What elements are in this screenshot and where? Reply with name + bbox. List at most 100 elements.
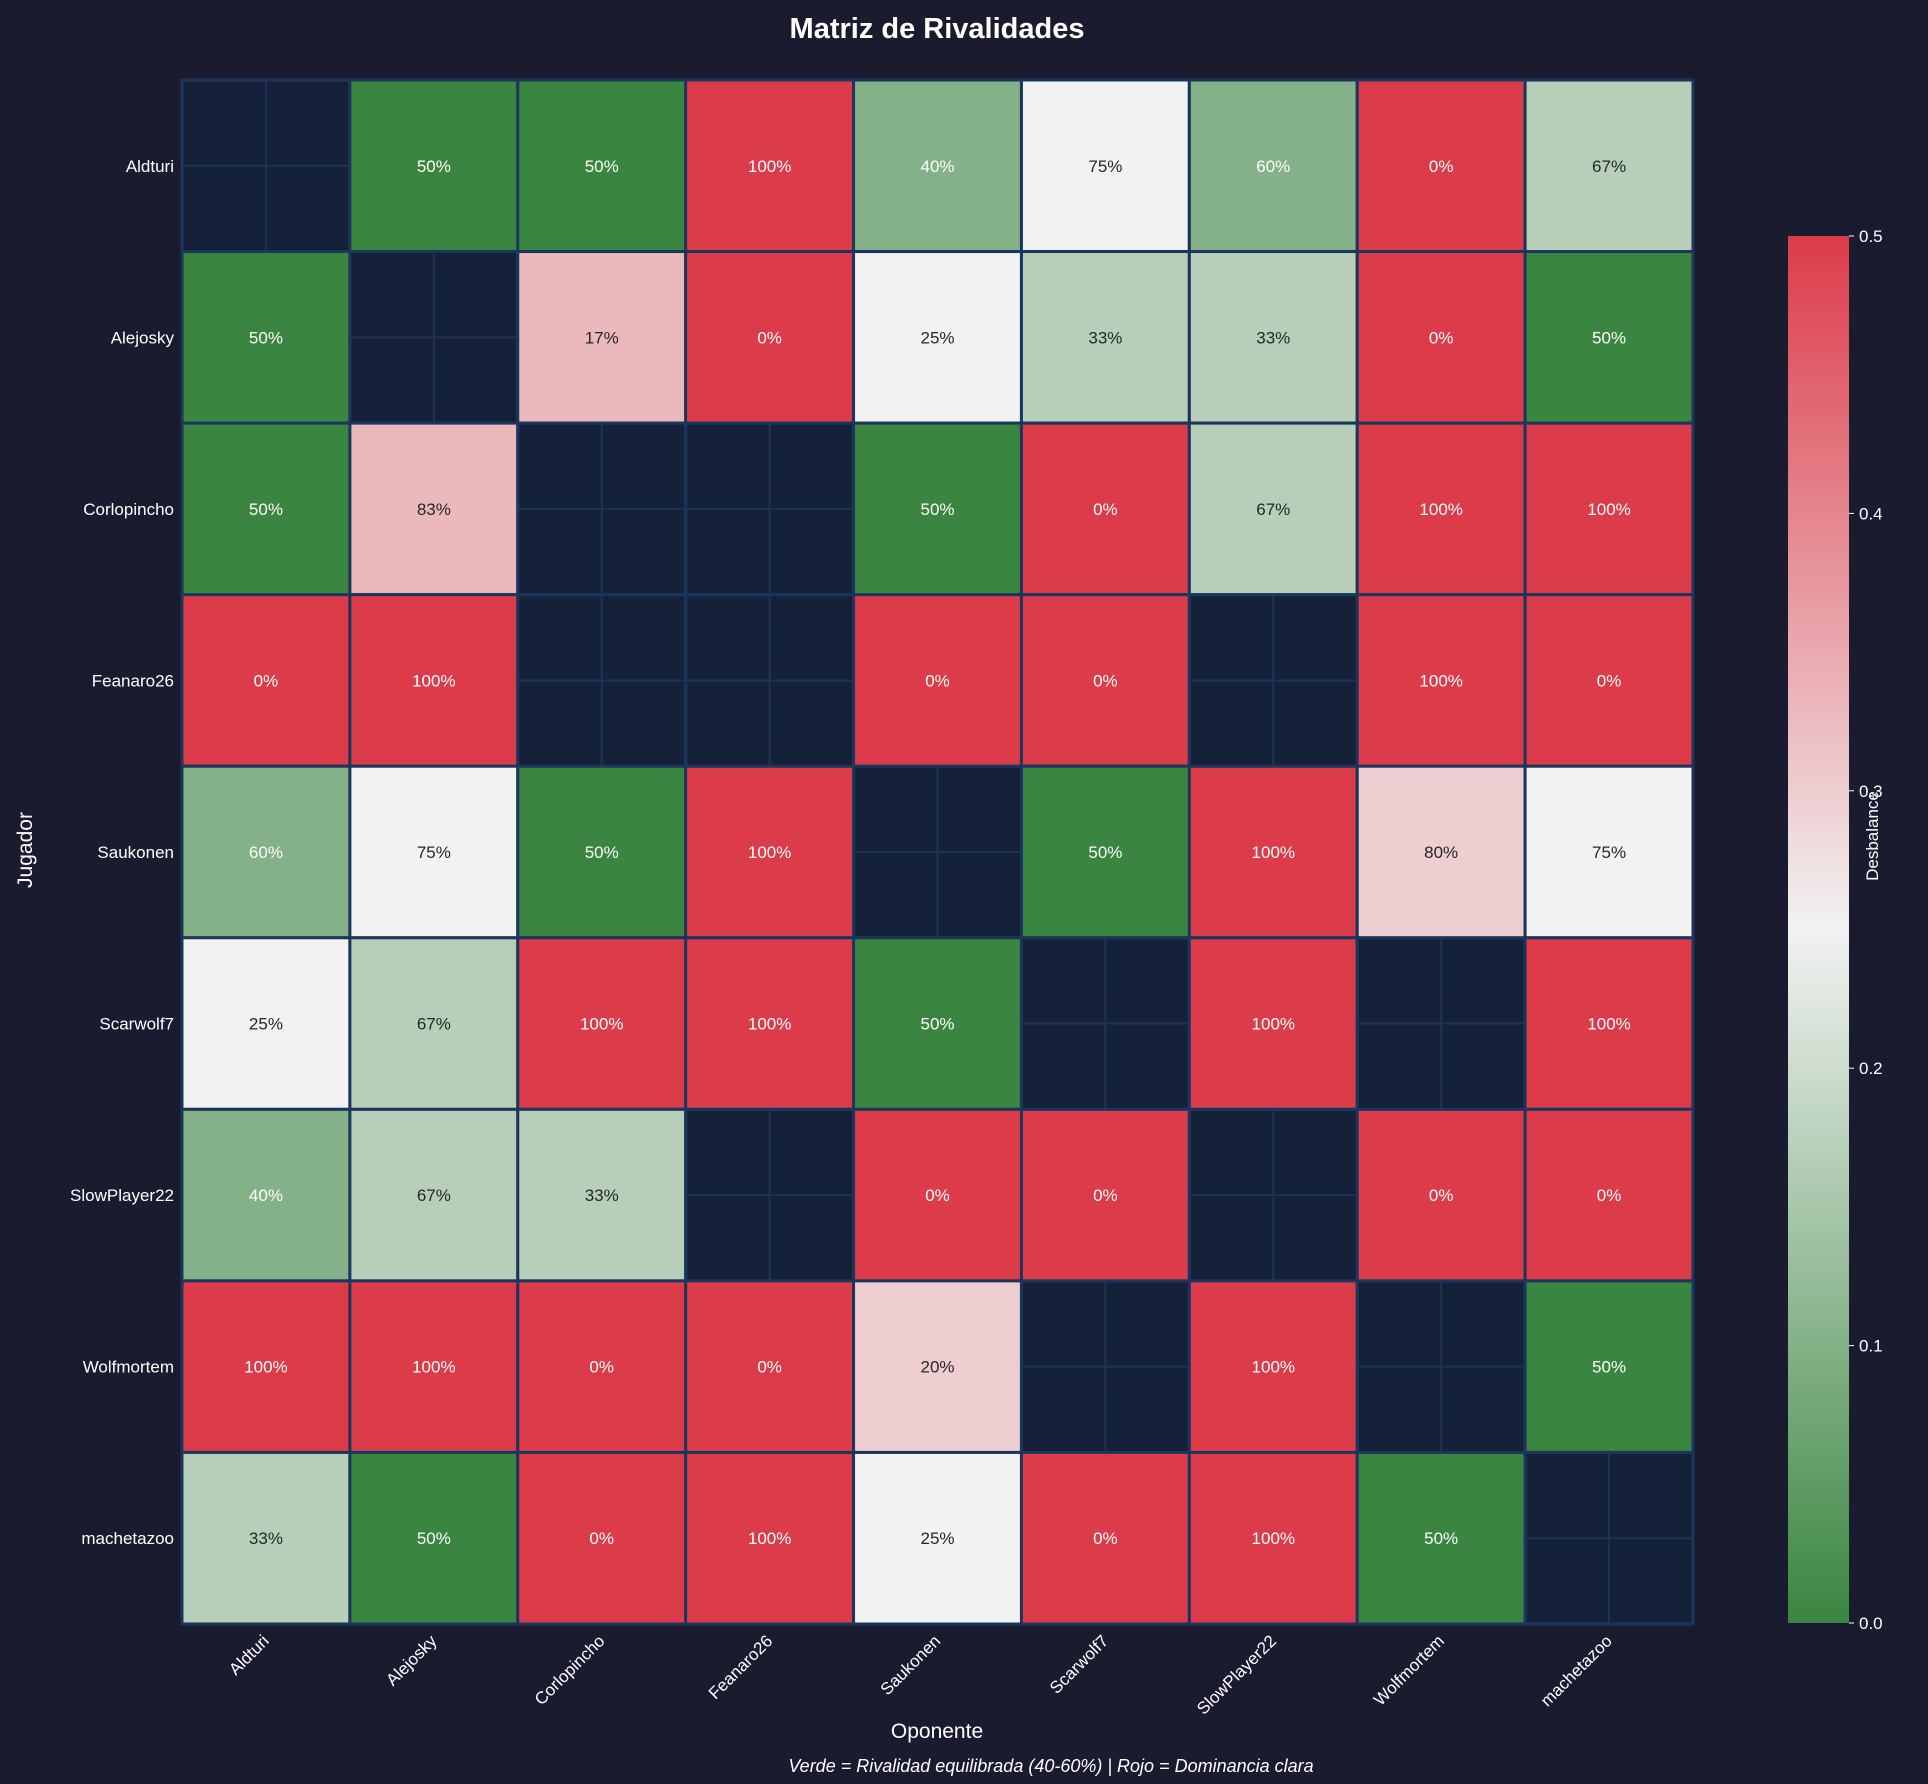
cell-value-label: 25%: [920, 1529, 954, 1548]
heatmap-cell: [516, 1279, 688, 1454]
heatmap-cell: [516, 764, 688, 940]
heatmap-cell: [1019, 593, 1191, 768]
cell-value-label: 0%: [589, 1529, 614, 1548]
cell-value-label: 50%: [1592, 1358, 1626, 1377]
cell-value-label: 0%: [1093, 500, 1118, 519]
cell-value-label: 67%: [417, 1015, 451, 1034]
cell-value-label: 100%: [748, 157, 791, 176]
cell-value-label: 100%: [1252, 1358, 1295, 1377]
colorbar-ticks: 0.0 0.1 0.2 0.3 0.4 0.5: [1849, 227, 1883, 1633]
heatmap-cell: [852, 936, 1023, 1111]
heatmap-cell: [516, 1450, 688, 1626]
cell-value-label: 0%: [925, 1186, 950, 1205]
heatmap-cell: [348, 1107, 520, 1283]
cell-value-label: 0%: [1429, 328, 1454, 347]
heatmap-cell: [852, 78, 1023, 254]
cell-value-label: 50%: [1424, 1529, 1458, 1548]
y-tick-label: Feanaro26: [92, 671, 174, 690]
colorbar: [1788, 236, 1849, 1623]
heatmap-cell: [180, 421, 352, 597]
y-tick-label: Corlopincho: [83, 500, 174, 519]
cell-value-label: 0%: [1093, 671, 1118, 690]
colorbar-tick-label: 0.3: [1859, 782, 1883, 801]
cell-value-label: 0%: [1429, 157, 1454, 176]
cell-value-label: 50%: [417, 1529, 451, 1548]
cell-value-label: 100%: [1587, 500, 1630, 519]
heatmap-cell: [1523, 1107, 1695, 1283]
y-axis-label: Jugador: [14, 812, 37, 888]
cell-value-label: 0%: [1093, 1186, 1118, 1205]
heatmap-cell: [1523, 593, 1695, 768]
heatmap-cell: [348, 1279, 520, 1454]
cell-value-label: 67%: [1256, 500, 1290, 519]
heatmap-cell: [852, 1279, 1023, 1454]
heatmap-cell: [1355, 421, 1527, 597]
colorbar-tick-label: 0.4: [1859, 504, 1883, 523]
heatmap-cell: [516, 78, 688, 254]
heatmap-cell: [516, 936, 688, 1111]
heatmap-cell-empty: [1523, 1450, 1695, 1626]
cell-value-label: 50%: [249, 500, 283, 519]
chart-title: Matriz de Rivalidades: [790, 13, 1085, 45]
cell-value-label: 100%: [748, 843, 791, 862]
cell-value-label: 25%: [249, 1015, 283, 1034]
cell-value-label: 40%: [920, 157, 954, 176]
heatmap-cell: [348, 764, 520, 940]
cell-value-label: 0%: [589, 1358, 614, 1377]
heatmap-cell: [180, 936, 352, 1111]
cell-value-label: 100%: [1419, 500, 1462, 519]
heatmap-cell: [1187, 936, 1359, 1111]
y-tick-label: machetazoo: [81, 1529, 174, 1548]
cell-value-label: 33%: [1088, 328, 1122, 347]
heatmap-cell: [1523, 764, 1695, 940]
cell-value-label: 50%: [585, 843, 619, 862]
cell-value-label: 50%: [249, 328, 283, 347]
heatmap-cell: [1523, 250, 1695, 425]
heatmap-cell: [180, 1107, 352, 1283]
footnote: Verde = Rivalidad equilibrada (40-60%) |…: [788, 1756, 1313, 1776]
cell-value-label: 75%: [417, 843, 451, 862]
cell-value-label: 50%: [417, 157, 451, 176]
colorbar-tick-label: 0.1: [1859, 1337, 1883, 1356]
colorbar-tick-label: 0.5: [1859, 227, 1883, 246]
cell-value-label: 100%: [1419, 671, 1462, 690]
heatmap-cell: [516, 250, 688, 425]
cell-value-label: 33%: [249, 1529, 283, 1548]
cell-value-label: 0%: [1597, 1186, 1622, 1205]
x-axis-label: Oponente: [891, 1720, 983, 1743]
cell-value-label: 50%: [920, 500, 954, 519]
cell-value-label: 100%: [1252, 843, 1295, 862]
y-tick-label: Wolfmortem: [83, 1358, 174, 1377]
heatmap-cell: [1019, 421, 1191, 597]
cell-value-label: 0%: [757, 328, 782, 347]
cell-value-label: 40%: [249, 1186, 283, 1205]
cell-value-label: 67%: [417, 1186, 451, 1205]
cell-value-label: 60%: [1256, 157, 1290, 176]
cell-value-label: 0%: [254, 671, 279, 690]
colorbar-tick-label: 0.0: [1859, 1614, 1883, 1633]
y-tick-labels: Aldturi Alejosky Corlopincho Feanaro26 Sauko…: [70, 157, 174, 1548]
cell-value-label: 50%: [1088, 843, 1122, 862]
cell-value-label: 75%: [1088, 157, 1122, 176]
cell-value-label: 100%: [244, 1358, 287, 1377]
cell-value-label: 100%: [580, 1015, 623, 1034]
heatmap-cell: [1187, 1450, 1359, 1626]
cell-value-label: 50%: [920, 1015, 954, 1034]
heatmap-cell: [1355, 1107, 1527, 1283]
cell-value-label: 83%: [417, 500, 451, 519]
heatmap-cell: [1523, 78, 1695, 254]
heatmap-cell: [1187, 764, 1359, 940]
heatmap-cell: [1355, 78, 1527, 254]
cell-value-label: 0%: [925, 671, 950, 690]
cell-value-label: 100%: [748, 1529, 791, 1548]
colorbar-tick-label: 0.2: [1859, 1059, 1883, 1078]
heatmap-cell: [1523, 421, 1695, 597]
cell-value-label: 100%: [412, 1358, 455, 1377]
heatmap-cell: [852, 1450, 1023, 1626]
cell-value-label: 0%: [757, 1358, 782, 1377]
heatmap-cell: [516, 1107, 688, 1283]
heatmap-cell: [1019, 1107, 1191, 1283]
heatmap-cell: [684, 78, 856, 254]
cell-value-label: 100%: [412, 671, 455, 690]
